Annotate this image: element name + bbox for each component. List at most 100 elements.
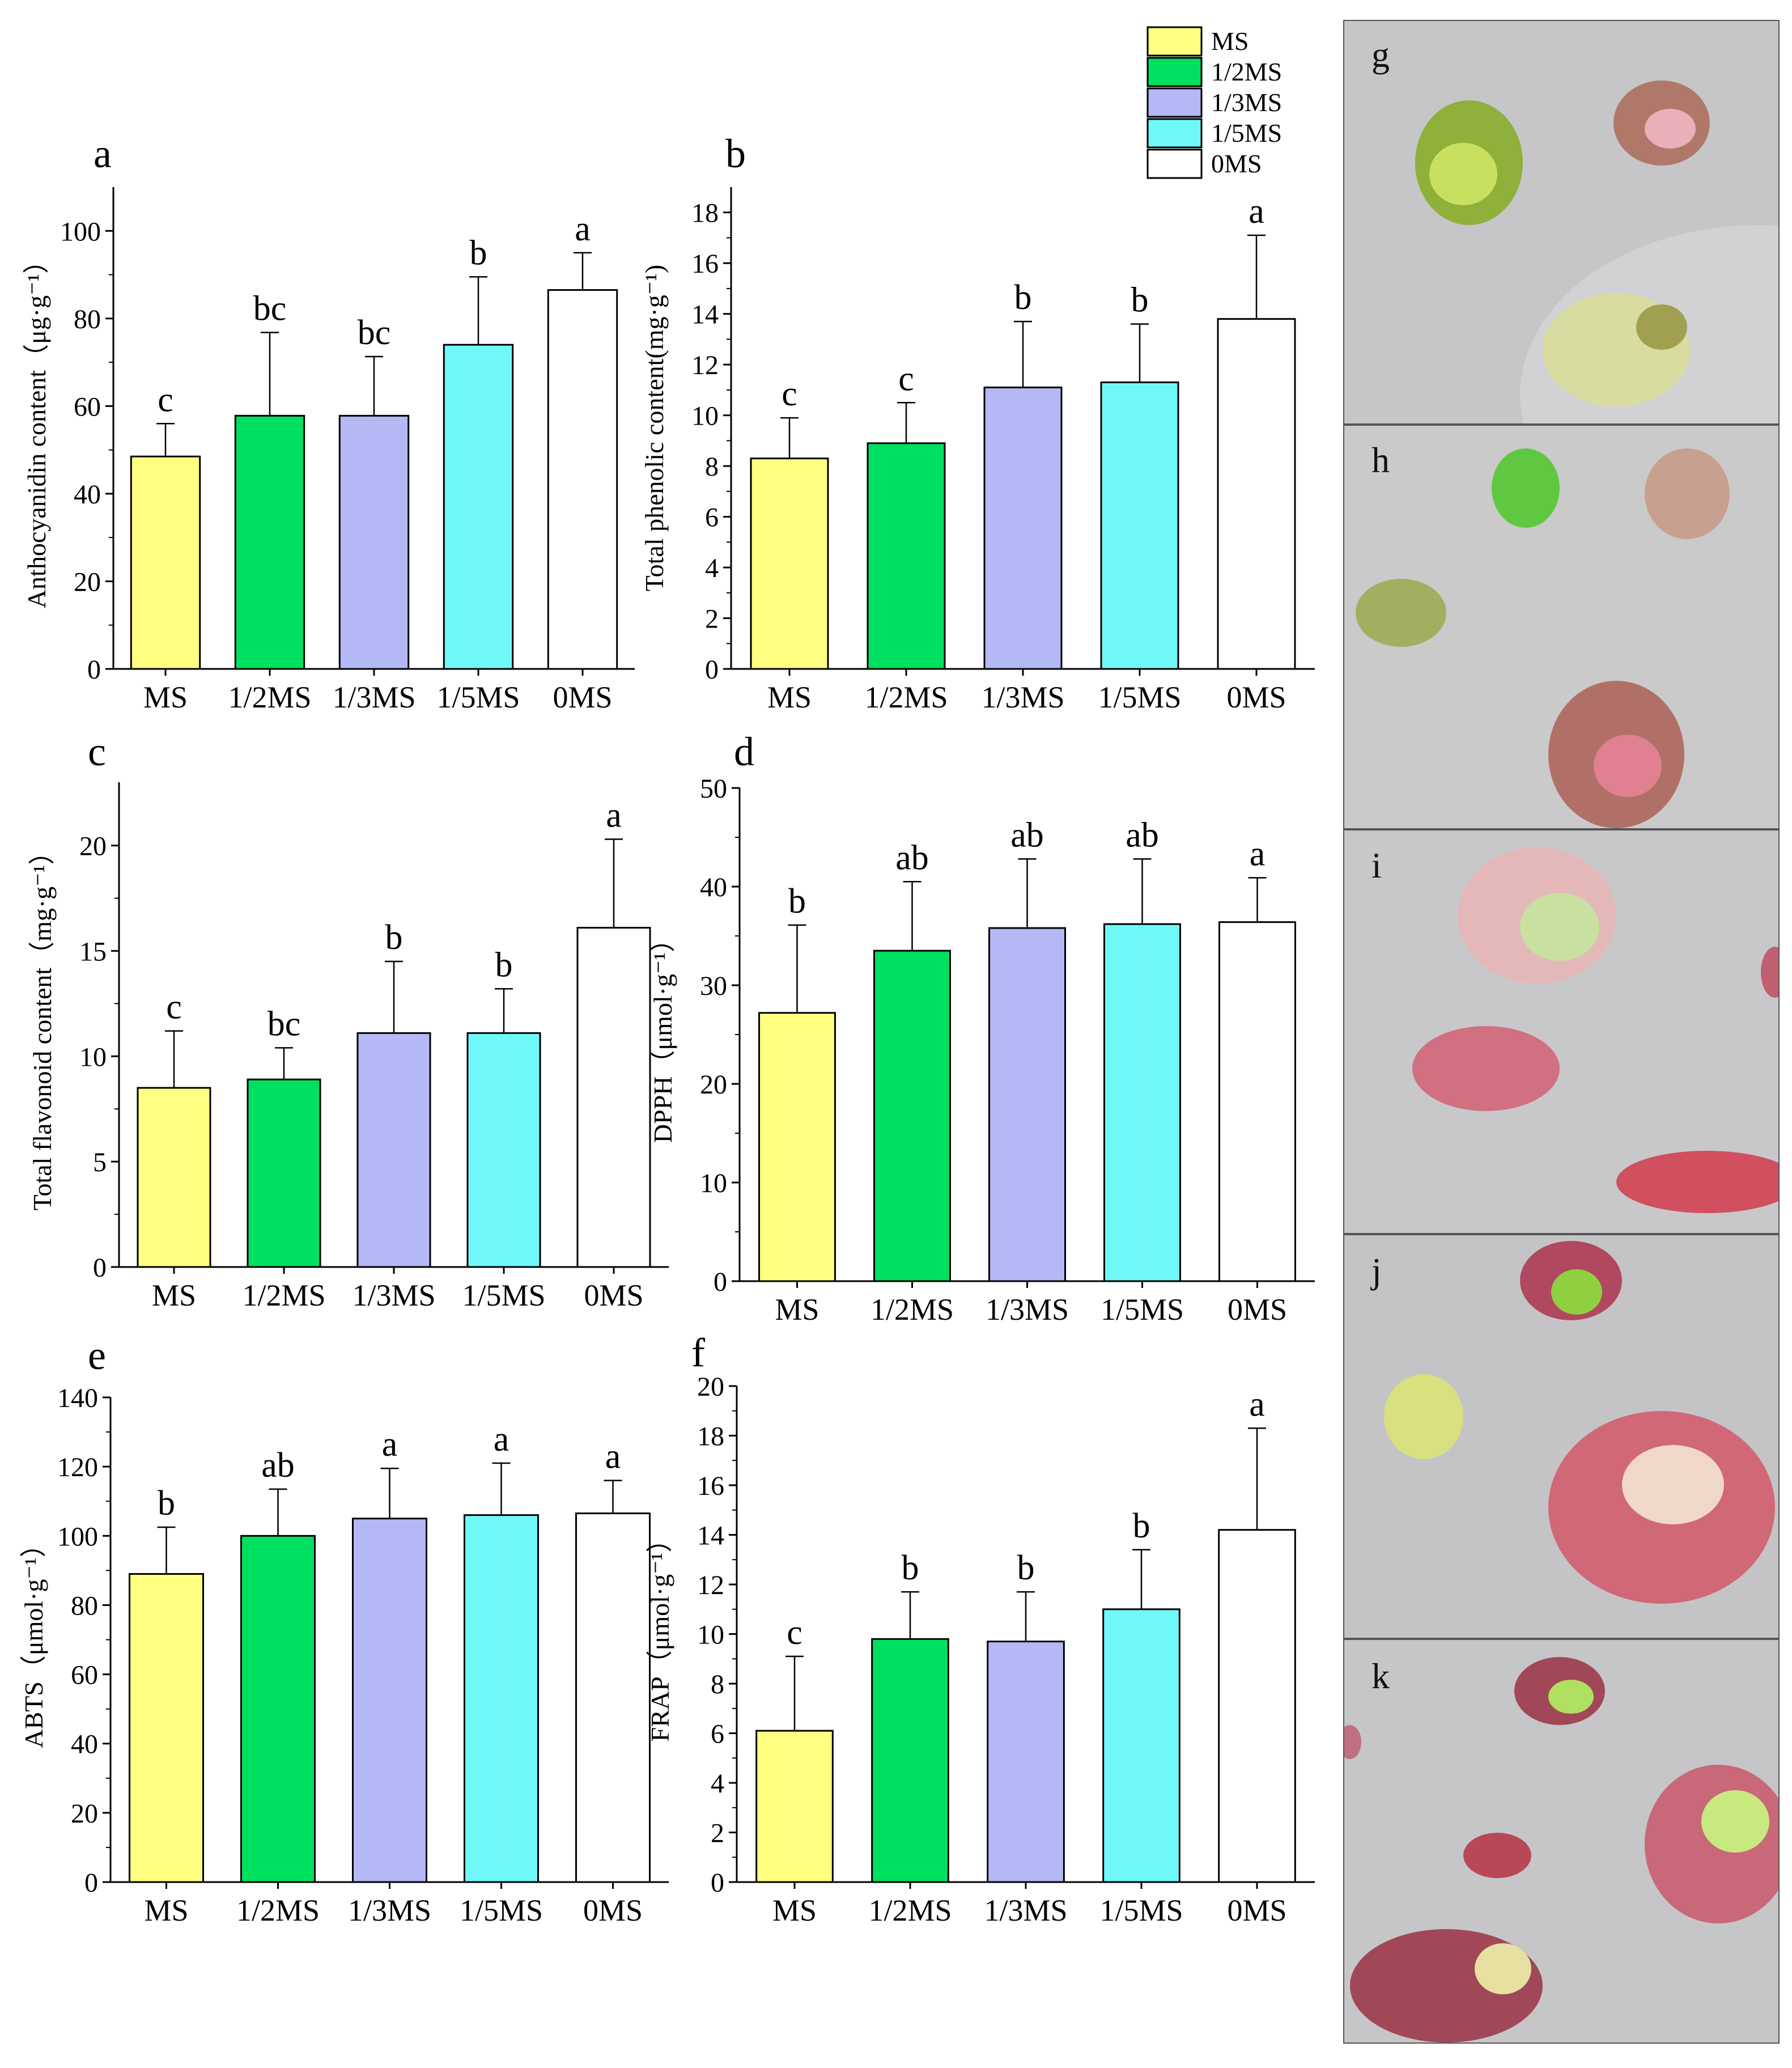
callus-photo-k [1344, 1640, 1778, 2042]
x-tick-label-b-3: 1/5MS [1098, 680, 1181, 714]
x-tick-label-b-0: MS [767, 680, 812, 714]
x-tick-label-e-4: 0MS [583, 1893, 643, 1927]
y-tick-label-c: 15 [79, 936, 107, 967]
bar-c-2 [356, 1032, 431, 1268]
photo-label-j: j [1371, 1251, 1382, 1291]
bar-b-3 [1100, 381, 1179, 670]
y-tick-label-b: 8 [705, 452, 719, 482]
sig-letter-e-0: b [158, 1484, 175, 1523]
bar-b-0 [750, 457, 829, 670]
x-tick-label-d-0: MS [775, 1292, 819, 1327]
bar-a-3 [443, 344, 514, 670]
bar-c-1 [247, 1078, 321, 1268]
x-tick-label-f-2: 1/3MS [984, 1893, 1067, 1927]
y-tick-label-d: 10 [700, 1168, 727, 1198]
y-tick-label-c: 10 [79, 1042, 107, 1072]
x-tick-label-e-0: MS [144, 1893, 188, 1927]
y-tick-label-f: 2 [711, 1819, 724, 1849]
sig-letter-c-1: bc [267, 1005, 301, 1043]
y-tick-label-e: 20 [71, 1799, 98, 1829]
x-tick-label-a-3: 1/5MS [436, 680, 520, 714]
bar-f-1 [871, 1638, 949, 1883]
photo-label-h: h [1371, 440, 1390, 480]
y-tick-label-e: 40 [71, 1730, 98, 1760]
x-tick-label-c-2: 1/3MS [352, 1278, 435, 1312]
sig-letter-d-0: b [788, 882, 806, 921]
sig-letter-f-3: b [1133, 1507, 1150, 1545]
sig-letter-c-3: b [495, 946, 513, 984]
bar-b-2 [983, 386, 1063, 670]
bar-a-2 [338, 414, 410, 670]
legend-swatch-4 [1146, 149, 1203, 179]
x-tick-label-e-2: 1/3MS [348, 1893, 431, 1927]
x-tick-label-f-0: MS [772, 1893, 817, 1927]
y-tick-label-c: 5 [93, 1147, 107, 1177]
sig-letter-a-0: c [158, 380, 173, 419]
y-tick-label-b: 18 [691, 198, 719, 228]
bar-e-3 [463, 1514, 540, 1883]
sig-letter-c-0: c [166, 988, 182, 1027]
photo-panel-h [1343, 425, 1780, 829]
bar-e-2 [351, 1518, 428, 1883]
x-tick-label-c-1: 1/2MS [242, 1278, 325, 1312]
bar-d-1 [873, 950, 951, 1282]
bar-d-3 [1103, 923, 1181, 1282]
y-tick-label-f: 4 [711, 1769, 724, 1799]
bar-c-0 [137, 1087, 211, 1268]
bar-e-4 [575, 1512, 651, 1883]
y-tick-label-e: 80 [71, 1591, 98, 1621]
panel-label-c: c [88, 729, 106, 774]
panel-label-a: a [94, 131, 112, 176]
y-axis-label-f: FRAP（μmol·g⁻¹） [646, 1527, 674, 1742]
bar-a-0 [130, 455, 201, 670]
legend-swatch-3 [1146, 118, 1203, 149]
panel-label-b: b [725, 131, 746, 176]
sig-letter-d-3: ab [1126, 816, 1159, 854]
x-tick-label-a-1: 1/2MS [228, 680, 311, 714]
x-tick-label-b-2: 1/3MS [981, 680, 1064, 714]
x-tick-label-e-1: 1/2MS [236, 1893, 320, 1927]
legend-label-0: MS [1211, 27, 1249, 56]
sig-letter-f-4: a [1249, 1385, 1265, 1423]
bar-b-4 [1217, 318, 1296, 670]
bar-f-3 [1102, 1608, 1180, 1883]
bar-a-4 [547, 289, 618, 670]
y-tick-label-b: 2 [705, 604, 719, 634]
y-tick-label-b: 10 [691, 401, 719, 431]
legend-swatch-0 [1146, 26, 1203, 57]
y-tick-label-f: 14 [697, 1521, 724, 1551]
sig-letter-b-3: b [1131, 281, 1149, 320]
x-tick-label-b-1: 1/2MS [864, 680, 948, 714]
y-tick-label-b: 16 [691, 249, 719, 279]
legend-label-3: 1/5MS [1211, 118, 1282, 147]
x-tick-label-d-3: 1/5MS [1101, 1292, 1184, 1327]
y-tick-label-f: 18 [697, 1422, 724, 1452]
sig-letter-b-2: b [1014, 278, 1032, 317]
sig-letter-d-1: ab [895, 838, 929, 877]
x-tick-label-a-2: 1/3MS [332, 680, 415, 714]
photo-panel-i [1343, 829, 1780, 1234]
callus-photo-h [1344, 426, 1778, 828]
y-tick-label-a: 80 [74, 304, 101, 334]
y-tick-label-f: 6 [711, 1719, 724, 1749]
y-axis-label-d: DPPH（μmol·g⁻¹） [648, 926, 677, 1143]
bar-e-0 [128, 1573, 205, 1883]
x-tick-label-f-3: 1/5MS [1099, 1893, 1183, 1927]
x-tick-label-d-4: 0MS [1228, 1292, 1287, 1327]
x-tick-label-b-4: 0MS [1226, 680, 1286, 714]
y-tick-label-b: 12 [691, 350, 719, 380]
y-tick-label-d: 50 [700, 774, 727, 804]
photo-label-g: g [1371, 35, 1390, 75]
photo-panel-j [1343, 1234, 1780, 1639]
sig-letter-b-1: c [898, 359, 914, 398]
y-tick-label-d: 20 [700, 1070, 727, 1100]
sig-letter-a-1: bc [253, 290, 287, 328]
figure-charts: 020406080100cMSbc1/2MSbc1/3MSb1/5MSa0MSA… [19, 26, 1315, 1927]
y-tick-label-e: 60 [71, 1660, 98, 1690]
y-axis-label-c: Total flavonoid content（mg·g⁻¹） [28, 839, 57, 1211]
y-tick-label-f: 20 [697, 1372, 724, 1402]
y-tick-label-f: 0 [711, 1868, 724, 1898]
y-tick-label-f: 12 [697, 1570, 724, 1600]
sig-letter-e-2: a [382, 1425, 398, 1464]
y-tick-label-b: 6 [705, 503, 719, 533]
